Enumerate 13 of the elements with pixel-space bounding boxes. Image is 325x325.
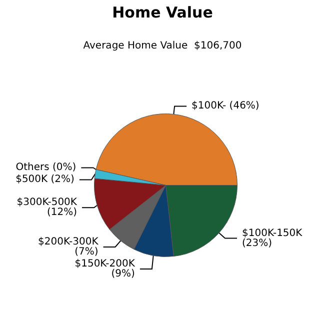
slice-label: $300K-500K [16,197,78,208]
slice-label: $200K-300K [38,236,99,248]
slice-label: $100K-150K [242,228,303,239]
data-label: (7%) [74,246,98,258]
slice-label: $100K- (46%) [192,100,260,112]
legend-label: Others (0%) [16,162,76,174]
chart-subtitle: Average Home Value $106,700 [83,40,242,52]
data-label: (9%) [111,268,136,280]
slice-label: $150K-200K [74,258,136,270]
data-label: (12%) [46,207,78,218]
chart-title: Home Value [112,4,213,22]
slice-label: $500K (2%) [16,174,75,186]
data-label: (23%) [242,238,272,249]
